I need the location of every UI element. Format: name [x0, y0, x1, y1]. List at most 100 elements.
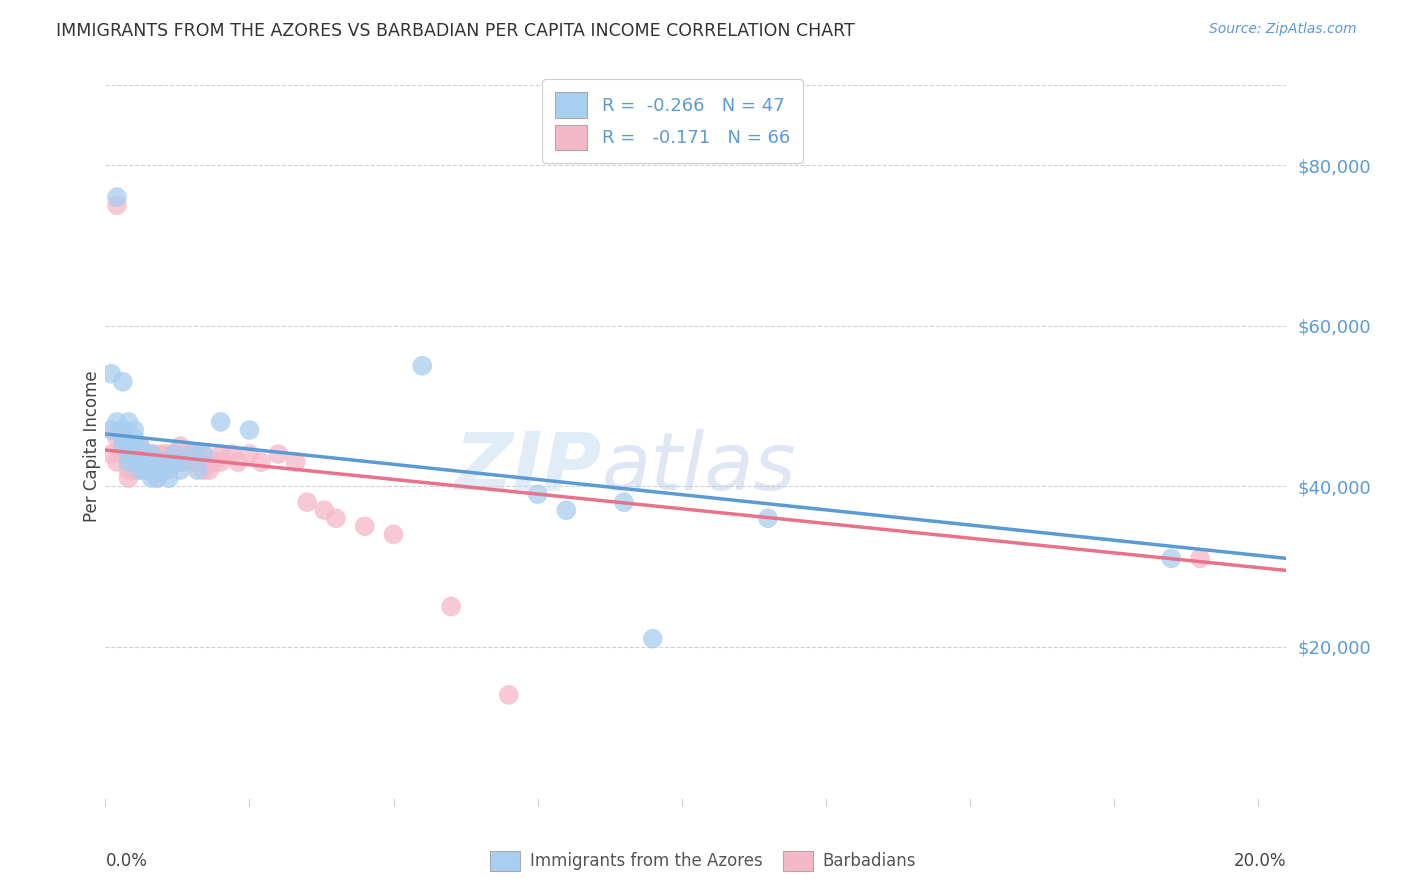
- Point: [135, 463, 157, 477]
- Point: [111, 375, 134, 389]
- Text: Source: ZipAtlas.com: Source: ZipAtlas.com: [1209, 22, 1357, 37]
- Point: [163, 455, 186, 469]
- Point: [141, 455, 163, 469]
- Point: [152, 463, 174, 477]
- Point: [129, 439, 152, 453]
- Point: [105, 190, 128, 204]
- Point: [163, 447, 186, 461]
- Text: IMMIGRANTS FROM THE AZORES VS BARBADIAN PER CAPITA INCOME CORRELATION CHART: IMMIGRANTS FROM THE AZORES VS BARBADIAN …: [56, 22, 855, 40]
- Point: [111, 431, 134, 445]
- Point: [226, 455, 249, 469]
- Point: [122, 455, 145, 469]
- Point: [641, 632, 664, 646]
- Point: [193, 447, 215, 461]
- Point: [122, 431, 145, 445]
- Point: [187, 447, 209, 461]
- Point: [174, 447, 197, 461]
- Point: [117, 447, 139, 461]
- Point: [146, 447, 169, 461]
- Point: [193, 463, 215, 477]
- Point: [129, 455, 152, 469]
- Point: [169, 455, 191, 469]
- Point: [157, 463, 180, 477]
- Point: [238, 423, 260, 437]
- Point: [152, 455, 174, 469]
- Point: [135, 455, 157, 469]
- Point: [295, 495, 318, 509]
- Point: [129, 447, 152, 461]
- Point: [146, 455, 169, 469]
- Point: [122, 455, 145, 469]
- Point: [135, 455, 157, 469]
- Point: [117, 415, 139, 429]
- Point: [135, 447, 157, 461]
- Text: atlas: atlas: [602, 429, 796, 507]
- Point: [193, 447, 215, 461]
- Point: [440, 599, 463, 614]
- Point: [238, 447, 260, 461]
- Point: [129, 463, 152, 477]
- Point: [111, 431, 134, 445]
- Point: [180, 447, 202, 461]
- Point: [100, 423, 122, 437]
- Point: [169, 463, 191, 477]
- Point: [111, 423, 134, 437]
- Point: [100, 367, 122, 381]
- Point: [100, 447, 122, 461]
- Point: [122, 447, 145, 461]
- Point: [382, 527, 405, 541]
- Point: [314, 503, 336, 517]
- Point: [111, 439, 134, 453]
- Point: [1160, 551, 1182, 566]
- Point: [163, 447, 186, 461]
- Point: [180, 447, 202, 461]
- Point: [146, 463, 169, 477]
- Point: [146, 463, 169, 477]
- Point: [187, 455, 209, 469]
- Point: [129, 447, 152, 461]
- Point: [325, 511, 347, 525]
- Point: [135, 447, 157, 461]
- Point: [498, 688, 520, 702]
- Point: [209, 455, 232, 469]
- Point: [122, 463, 145, 477]
- Point: [169, 455, 191, 469]
- Point: [152, 455, 174, 469]
- Point: [284, 455, 307, 469]
- Legend: R =  -0.266   N = 47, R =   -0.171   N = 66: R = -0.266 N = 47, R = -0.171 N = 66: [543, 79, 803, 163]
- Point: [117, 463, 139, 477]
- Point: [117, 439, 139, 453]
- Point: [157, 455, 180, 469]
- Point: [1189, 551, 1212, 566]
- Point: [180, 455, 202, 469]
- Point: [105, 431, 128, 445]
- Point: [141, 455, 163, 469]
- Point: [198, 455, 221, 469]
- Point: [267, 447, 290, 461]
- Point: [152, 463, 174, 477]
- Point: [152, 447, 174, 461]
- Point: [157, 455, 180, 469]
- Point: [411, 359, 433, 373]
- Point: [100, 423, 122, 437]
- Point: [146, 471, 169, 485]
- Point: [117, 455, 139, 469]
- Text: ZIP: ZIP: [454, 429, 602, 507]
- Point: [111, 439, 134, 453]
- Point: [141, 471, 163, 485]
- Point: [174, 455, 197, 469]
- Point: [105, 415, 128, 429]
- Point: [129, 455, 152, 469]
- Point: [105, 455, 128, 469]
- Point: [141, 447, 163, 461]
- Point: [198, 463, 221, 477]
- Point: [169, 439, 191, 453]
- Point: [221, 447, 243, 461]
- Point: [250, 455, 273, 469]
- Text: 20.0%: 20.0%: [1234, 852, 1286, 870]
- Point: [141, 463, 163, 477]
- Text: 0.0%: 0.0%: [105, 852, 148, 870]
- Point: [756, 511, 779, 525]
- Point: [353, 519, 375, 533]
- Point: [129, 439, 152, 453]
